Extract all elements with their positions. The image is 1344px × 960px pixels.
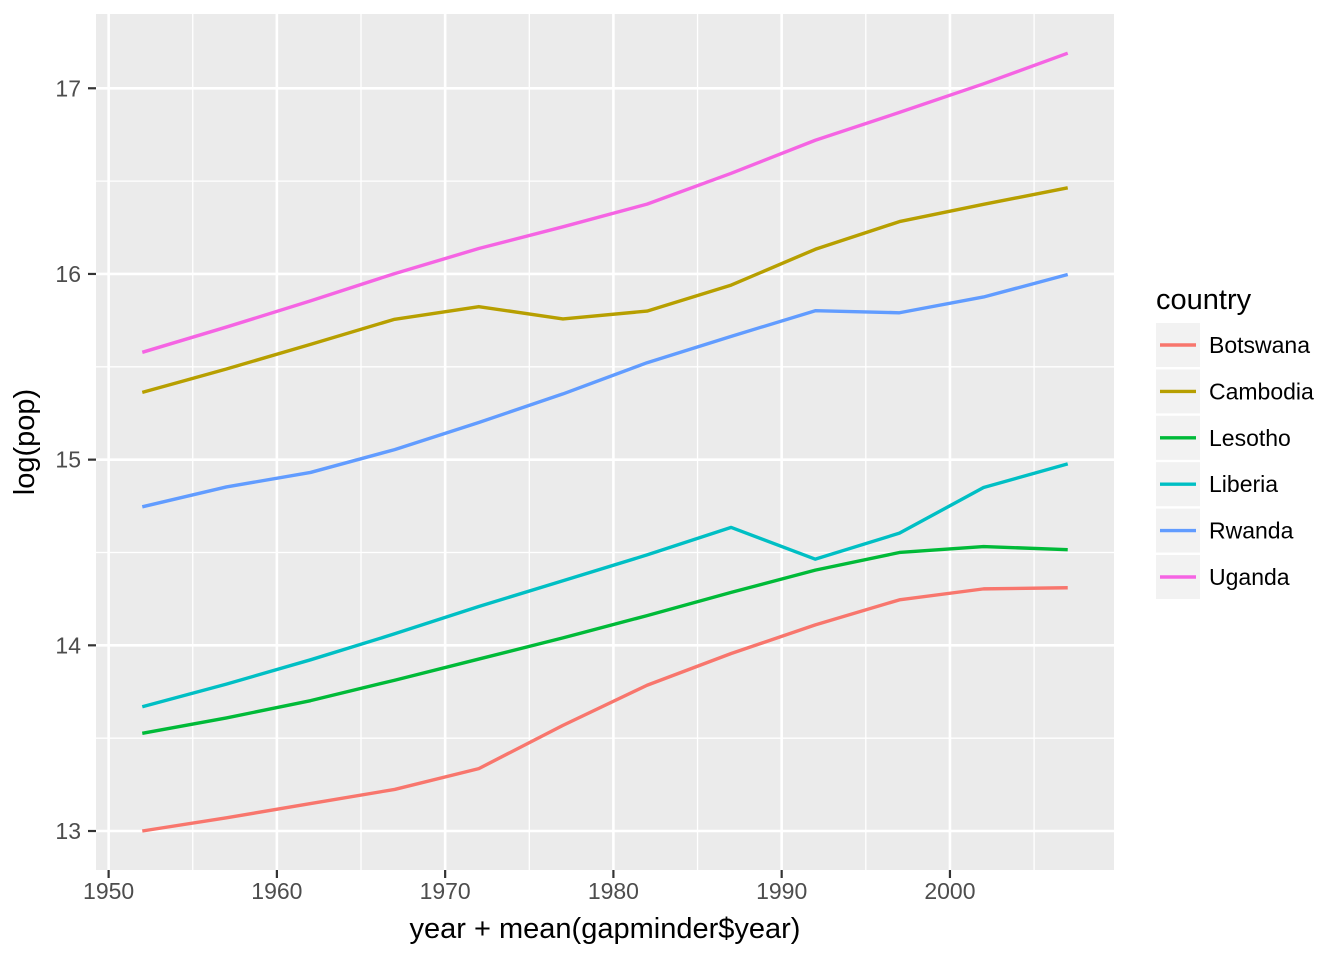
series-layer: [141, 51, 1069, 833]
legend-key-label: Cambodia: [1209, 378, 1314, 404]
legend-key-label: Liberia: [1209, 471, 1278, 497]
y-tick-label: 14: [55, 632, 81, 658]
legend-key-lesotho: Lesotho: [1156, 415, 1291, 460]
legend-key-rwanda: Rwanda: [1156, 508, 1294, 553]
legend-key-cambodia: Cambodia: [1156, 369, 1314, 414]
series-line-lesotho: [141, 544, 1068, 736]
x-tick-label: 1960: [251, 878, 302, 904]
x-tick-label: 1990: [756, 878, 807, 904]
legend-title: country: [1156, 284, 1252, 316]
axis-layer: 1950 1960 1970 1980 1990 2000 13 14 15 16 17: [55, 75, 975, 904]
x-tick-label: 1950: [83, 878, 134, 904]
legend-key-label: Lesotho: [1209, 425, 1291, 451]
y-axis-title: log(pop): [9, 389, 41, 495]
y-tick-label: 17: [55, 75, 81, 101]
panel-layer: [96, 14, 1114, 870]
legend-key-label: Botswana: [1209, 332, 1310, 358]
x-tick-label: 1980: [588, 878, 639, 904]
legend-key-uganda: Uganda: [1156, 555, 1290, 599]
x-axis-title: year + mean(gapminder$year): [410, 913, 801, 945]
legend-key-label: Uganda: [1209, 564, 1290, 590]
legend-key-botswana: Botswana: [1156, 323, 1310, 367]
series-line-uganda: [141, 51, 1069, 354]
y-tick-label: 13: [55, 818, 81, 844]
x-tick-label: 2000: [924, 878, 975, 904]
series-line-liberia: [141, 462, 1069, 709]
y-tick-label: 16: [55, 261, 81, 287]
series-line-cambodia: [141, 186, 1069, 395]
legend-key-liberia: Liberia: [1156, 462, 1278, 507]
series-line-rwanda: [141, 272, 1069, 509]
legend-keys: Botswana Cambodia Lesotho Liberia Rwanda Ugan…: [1156, 323, 1314, 599]
legend: country Botswana Cambodia Lesotho Liberia Rw…: [1156, 284, 1314, 599]
legend-key-label: Rwanda: [1209, 518, 1294, 544]
y-tick-label: 15: [55, 447, 81, 473]
series-line-botswana: [142, 586, 1068, 833]
x-tick-label: 1970: [420, 878, 471, 904]
panel-background: [96, 14, 1114, 870]
